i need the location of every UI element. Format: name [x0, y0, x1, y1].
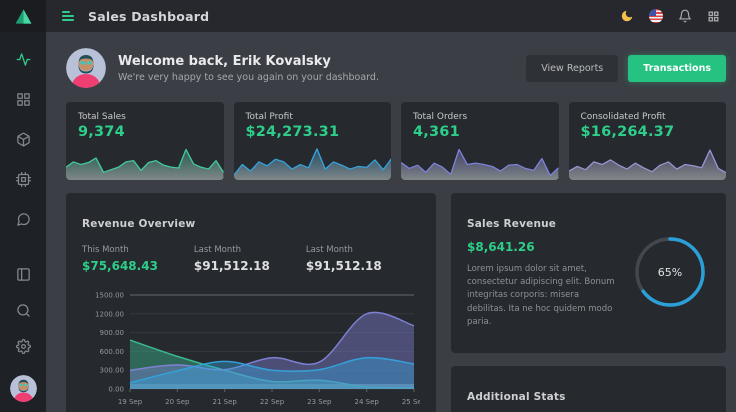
donut-chart [635, 237, 705, 307]
svg-text:20 Sep: 20 Sep [165, 398, 190, 406]
sidebar-user-avatar[interactable] [9, 375, 37, 402]
stat-value: $24,273.31 [245, 124, 340, 140]
sales-revenue-info: Sales Revenue $8,641.26 Lorem ipsum dolo… [467, 207, 622, 337]
topbar-actions [620, 9, 720, 23]
sidebar-item-analytics[interactable] [16, 52, 31, 67]
sidebar-item-products[interactable] [16, 132, 31, 147]
gear-icon [15, 339, 31, 354]
welcome-avatar [66, 48, 106, 88]
sidebar-item-search[interactable] [16, 303, 31, 318]
welcome-banner: Welcome back, Erik Kovalsky We're very h… [66, 40, 726, 96]
stat-value: $16,264.37 [580, 124, 675, 140]
svg-text:600.00: 600.00 [100, 347, 125, 355]
stat-value: 4,361 [413, 124, 460, 140]
revenue-area-chart: 0.00 300.00 600.00 900.00 1200.00 1500.00 19 S… [95, 291, 420, 406]
theme-toggle-button[interactable] [620, 9, 634, 23]
panels-row: Revenue Overview This Month $75,648.43 L… [66, 193, 726, 412]
stat-label: Total Profit [245, 112, 293, 122]
svg-text:900.00: 900.00 [100, 329, 125, 337]
sidebar-item-layout[interactable] [16, 267, 31, 282]
sidebar-bottom [9, 267, 37, 412]
stat-card-consolidated-profit[interactable]: Consolidated Profit $16,264.37 [568, 102, 726, 180]
svg-text:21 Sep: 21 Sep [213, 398, 238, 406]
sidebar-nav [15, 32, 31, 267]
sales-revenue-description: Lorem ipsum dolor sit amet, consectetur … [467, 264, 615, 327]
revenue-overview-panel: Revenue Overview This Month $75,648.43 L… [66, 193, 436, 412]
revenue-overview-title: Revenue Overview [82, 217, 196, 230]
svg-text:25 Sep: 25 Sep [402, 398, 420, 406]
metric-last-month-2: Last Month $91,512.18 [305, 244, 382, 273]
svg-text:1500.00: 1500.00 [95, 291, 124, 299]
stat-cards-row: Total Sales 9,374 Total Profit $24,273.3… [66, 102, 726, 180]
svg-text:23 Sep: 23 Sep [307, 398, 332, 406]
welcome-actions: View Reports Transactions [526, 54, 726, 82]
user-avatar [9, 375, 37, 402]
search-icon [16, 304, 30, 317]
svg-text:22 Sep: 22 Sep [260, 398, 285, 406]
sidebar-item-dashboard[interactable] [16, 92, 31, 107]
chat-icon [16, 213, 30, 226]
triangle-logo-icon [15, 8, 31, 24]
total-orders-sparkline [401, 148, 559, 180]
stat-card-total-orders[interactable]: Total Orders 4,361 [401, 102, 559, 180]
consolidated-profit-sparkline [568, 149, 726, 180]
right-column: Sales Revenue $8,641.26 Lorem ipsum dolo… [451, 193, 726, 412]
stat-card-total-sales[interactable]: Total Sales 9,374 [66, 102, 224, 180]
svg-text:0.00: 0.00 [108, 385, 124, 393]
apps-menu-button[interactable] [707, 10, 720, 23]
welcome-text: Welcome back, Erik Kovalsky We're very h… [118, 54, 379, 83]
stat-label: Total Sales [78, 112, 126, 122]
cpu-icon [15, 172, 31, 187]
svg-text:19 Sep: 19 Sep [118, 398, 143, 406]
sales-revenue-donut: 65% [630, 232, 710, 312]
metric-last-month-1: Last Month $91,512.18 [193, 244, 270, 273]
svg-text:1200.00: 1200.00 [95, 310, 124, 318]
topbar: Sales Dashboard [46, 0, 736, 32]
sidebar [0, 0, 46, 412]
stat-card-total-profit[interactable]: Total Profit $24,273.31 [233, 102, 391, 180]
content: Welcome back, Erik Kovalsky We're very h… [46, 32, 736, 412]
bell-icon [679, 9, 691, 23]
sales-revenue-title: Sales Revenue [467, 217, 557, 230]
language-selector-button[interactable] [649, 9, 663, 23]
page-title: Sales Dashboard [88, 8, 210, 24]
box-icon [16, 132, 30, 147]
svg-text:24 Sep: 24 Sep [355, 398, 380, 406]
transactions-button[interactable]: Transactions [628, 54, 726, 82]
svg-text:300.00: 300.00 [100, 366, 125, 374]
notifications-button[interactable] [678, 9, 692, 23]
sales-revenue-panel: Sales Revenue $8,641.26 Lorem ipsum dolo… [451, 193, 726, 354]
view-reports-button[interactable]: View Reports [526, 54, 619, 82]
main-area: Sales Dashboard [46, 0, 736, 412]
apps-grid-icon [708, 11, 719, 21]
revenue-metrics: This Month $75,648.43 Last Month $91,512… [82, 245, 420, 273]
revenue-chart-wrap: 0.00 300.00 600.00 900.00 1200.00 1500.00 19 S… [82, 285, 420, 412]
us-flag-icon [649, 9, 663, 23]
menu-toggle-button[interactable] [60, 9, 76, 23]
stat-label: Total Orders [413, 112, 468, 122]
donut-percent-label: 65% [657, 265, 683, 279]
sidebar-item-system[interactable] [15, 172, 31, 187]
app-logo[interactable] [0, 0, 46, 32]
metric-this-month: This Month $75,648.43 [82, 244, 158, 273]
additional-stats-panel: Additional Stats 264 New Deals 1,203 Pro… [451, 366, 726, 412]
total-sales-sparkline [66, 148, 224, 180]
stat-value: 9,374 [78, 124, 125, 140]
sidebar-item-settings[interactable] [15, 339, 31, 354]
grid-icon [16, 93, 30, 106]
welcome-subtitle: We're very happy to see you again on you… [118, 71, 379, 83]
sidebar-item-messages[interactable] [16, 212, 31, 227]
hamburger-icon [62, 10, 70, 13]
moon-icon [621, 10, 633, 22]
layout-icon [16, 268, 30, 281]
stat-label: Consolidated Profit [580, 112, 666, 122]
welcome-title: Welcome back, Erik Kovalsky [118, 53, 331, 69]
total-profit-sparkline [233, 148, 391, 180]
sales-revenue-amount: $8,641.26 [467, 240, 535, 254]
additional-stats-title: Additional Stats [467, 390, 566, 403]
activity-icon [16, 53, 30, 66]
